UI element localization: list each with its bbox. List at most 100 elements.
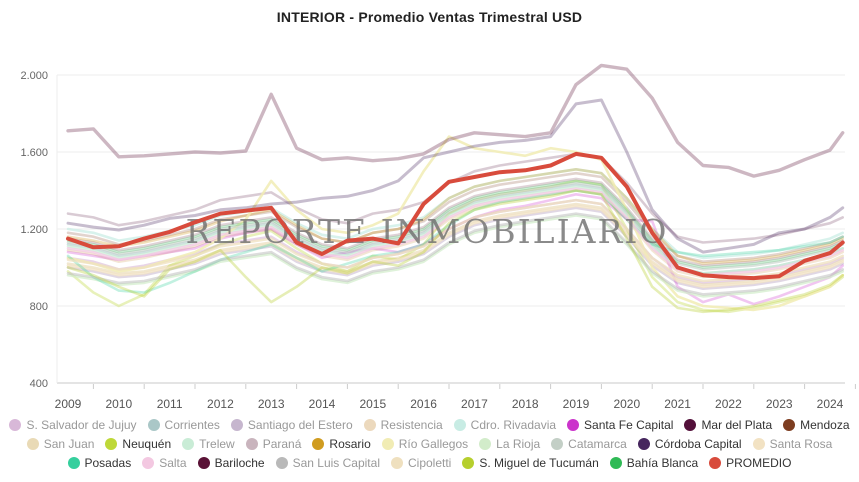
series-line-bariloche <box>66 63 845 178</box>
page-title: INTERIOR - Promedio Ventas Trimestral US… <box>276 9 583 25</box>
series-line-posadas <box>66 189 845 294</box>
legend-label: S. Salvador de Jujuy <box>26 417 137 432</box>
series-line-bah-a-blanca <box>66 179 845 269</box>
legend-item-bah-a-blanca[interactable]: Bahía Blanca <box>609 455 699 470</box>
legend-item-bariloche[interactable]: Bariloche <box>197 456 265 470</box>
x-axis-label-2018: 2018 <box>512 397 539 411</box>
series-line-mar-del-plata <box>66 152 845 244</box>
x-axis-label-2022: 2022 <box>715 397 742 411</box>
series-line-rosario <box>66 168 845 265</box>
x-axis-label-2023: 2023 <box>766 397 793 411</box>
legend-bullet-icon <box>567 418 580 431</box>
legend-label: Santa Fe Capital <box>584 417 674 432</box>
legend-item-santa-rosa[interactable]: Santa Rosa <box>752 437 832 451</box>
legend-item-neuqu-n[interactable]: Neuquén <box>105 437 171 451</box>
legend-item-santiago-del-estero[interactable]: Santiago del Estero <box>230 417 353 432</box>
legend-bullet-icon <box>684 418 697 431</box>
legend-item-cipoletti[interactable]: Cipoletti <box>390 455 452 470</box>
x-axis-label-2020: 2020 <box>613 397 640 411</box>
legend: S. Salvador de Jujuy Corrientes Santiago d… <box>0 415 859 472</box>
legend-item-trelew[interactable]: Trelew <box>182 437 235 451</box>
series-line-san-juan <box>66 202 845 287</box>
legend-item-rosario[interactable]: Rosario <box>312 437 371 451</box>
legend-bullet-icon <box>275 456 288 469</box>
series-line-cipoletti <box>66 198 845 283</box>
y-axis-label-2000: 2.000 <box>20 70 48 82</box>
legend-bullet-icon <box>609 456 622 469</box>
legend-item-posadas[interactable]: Posadas <box>67 455 132 470</box>
y-axis-label-400: 400 <box>30 378 48 390</box>
x-axis-label-2015: 2015 <box>359 397 386 411</box>
legend-label: Cipoletti <box>407 455 452 470</box>
legend-label: Posadas <box>84 455 132 470</box>
legend-item-s-salvador-de-jujuy[interactable]: S. Salvador de Jujuy <box>9 417 137 432</box>
legend-item-mendoza[interactable]: Mendoza <box>783 417 850 432</box>
legend-label: Resistencia <box>380 417 443 432</box>
legend-bullet-icon <box>245 437 258 450</box>
legend-label: San Juan <box>43 436 95 451</box>
legend-row-3: Posadas Salta Bariloche San Luis Capital Cip… <box>67 453 791 472</box>
legend-label: Mendoza <box>800 417 850 432</box>
legend-item-la-rioja[interactable]: La Rioja <box>479 437 540 451</box>
legend-item-catamarca[interactable]: Catamarca <box>551 437 627 451</box>
legend-bullet-icon <box>551 437 564 450</box>
y-axis-label-1200: 1.200 <box>20 224 48 236</box>
legend-label: Bahía Blanca <box>626 455 699 470</box>
legend-label: La Rioja <box>496 436 541 451</box>
legend-bullet-icon <box>67 456 80 469</box>
legend-bullet-icon <box>230 418 243 431</box>
legend-item-san-juan[interactable]: San Juan <box>26 436 95 451</box>
series-line-promedio <box>66 151 845 281</box>
legend-bullet-icon <box>182 437 195 450</box>
legend-bullet-icon <box>363 418 376 431</box>
legend-item-salta[interactable]: Salta <box>142 455 187 470</box>
legend-item-corrientes[interactable]: Corrientes <box>147 417 220 432</box>
legend-bullet-icon <box>462 456 475 469</box>
legend-item-c-rdoba-capital[interactable]: Córdoba Capital <box>637 436 742 451</box>
legend-label: Catamarca <box>568 436 627 451</box>
legend-row-1: S. Salvador de Jujuy Corrientes Santiago d… <box>9 415 850 434</box>
legend-bullet-icon <box>105 437 118 450</box>
legend-bullet-icon <box>197 456 210 469</box>
series-line-santiago-del-estero <box>66 206 845 291</box>
series-line-c-rdoba-capital <box>66 98 845 254</box>
legend-item-paran[interactable]: Paraná <box>245 436 302 451</box>
legend-item-cdro-rivadavia[interactable]: Cdro. Rivadavia <box>453 418 556 432</box>
legend-bullet-icon <box>709 456 722 469</box>
x-axis-label-2024: 2024 <box>817 397 844 411</box>
legend-label: Río Gallegos <box>398 436 469 451</box>
legend-bullet-icon <box>9 418 22 431</box>
x-axis-label-2014: 2014 <box>309 397 336 411</box>
y-axis-label-800: 800 <box>30 301 48 313</box>
legend-label: Paraná <box>262 436 302 451</box>
legend-item-promedio[interactable]: PROMEDIO <box>709 456 791 470</box>
legend-label: San Luis Capital <box>292 455 380 470</box>
legend-item-san-luis-capital[interactable]: San Luis Capital <box>275 455 380 470</box>
legend-item-r-o-gallegos[interactable]: Río Gallegos <box>381 436 469 451</box>
x-axis-label-2017: 2017 <box>461 397 488 411</box>
line-chart-canvas: REPORTE INMOBILIARIO 2.000 1.600 1.200 800 4… <box>20 63 856 411</box>
legend-label: Neuquén <box>122 436 172 451</box>
legend-label: Trelew <box>199 436 235 451</box>
legend-label: Córdoba Capital <box>654 436 742 451</box>
legend-bullet-icon <box>390 456 403 469</box>
legend-label: Santiago del Estero <box>247 417 353 432</box>
series-line-santa-rosa <box>66 204 845 289</box>
legend-item-resistencia[interactable]: Resistencia <box>363 417 443 432</box>
x-axis-label-2013: 2013 <box>258 397 285 411</box>
axis-labels-layer: 2.000 1.600 1.200 800 400 2009 2010 2011 2012 201… <box>20 70 843 411</box>
legend-item-s-miguel-de-tucum-n[interactable]: S. Miguel de Tucumán <box>462 456 599 470</box>
x-axis-label-2019: 2019 <box>563 397 590 411</box>
legend-item-mar-del-plata[interactable]: Mar del Plata <box>684 418 772 432</box>
legend-bullet-icon <box>479 437 492 450</box>
legend-label: Corrientes <box>164 417 220 432</box>
series-line-la-rioja <box>66 214 845 298</box>
legend-bullet-icon <box>637 437 650 450</box>
legend-item-santa-fe-capital[interactable]: Santa Fe Capital <box>567 418 673 432</box>
legend-bullet-icon <box>26 437 39 450</box>
legend-label: Salta <box>159 455 187 470</box>
legend-bullet-icon <box>312 437 325 450</box>
series-line-cdro-rivadavia <box>66 168 845 260</box>
x-axis-label-2011: 2011 <box>157 397 183 411</box>
